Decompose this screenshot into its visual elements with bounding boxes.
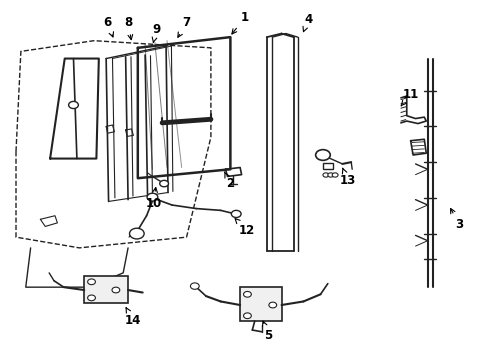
- Text: 8: 8: [124, 16, 133, 40]
- Circle shape: [129, 228, 144, 239]
- Text: 13: 13: [339, 168, 355, 186]
- Text: 14: 14: [125, 308, 141, 327]
- Circle shape: [244, 292, 251, 297]
- Text: 10: 10: [145, 188, 162, 210]
- Text: 5: 5: [263, 321, 272, 342]
- Text: 11: 11: [401, 88, 419, 106]
- Text: 2: 2: [224, 172, 234, 190]
- Circle shape: [332, 173, 338, 177]
- Bar: [323, 163, 333, 169]
- Bar: [84, 276, 128, 303]
- Circle shape: [88, 295, 96, 301]
- Circle shape: [160, 180, 169, 187]
- Circle shape: [323, 173, 329, 177]
- Circle shape: [147, 193, 158, 201]
- Text: 1: 1: [232, 11, 249, 34]
- Text: 4: 4: [303, 13, 313, 32]
- Text: 3: 3: [451, 208, 464, 231]
- Circle shape: [316, 150, 330, 160]
- Circle shape: [69, 102, 78, 109]
- Text: 7: 7: [178, 16, 191, 37]
- Circle shape: [191, 283, 199, 289]
- Text: 12: 12: [235, 219, 255, 237]
- Circle shape: [328, 173, 334, 177]
- Circle shape: [88, 279, 96, 285]
- Circle shape: [244, 313, 251, 319]
- Circle shape: [269, 302, 277, 308]
- Text: 9: 9: [152, 23, 160, 42]
- Bar: [240, 287, 282, 321]
- Circle shape: [112, 287, 120, 293]
- Circle shape: [231, 210, 241, 217]
- Text: 6: 6: [103, 16, 114, 37]
